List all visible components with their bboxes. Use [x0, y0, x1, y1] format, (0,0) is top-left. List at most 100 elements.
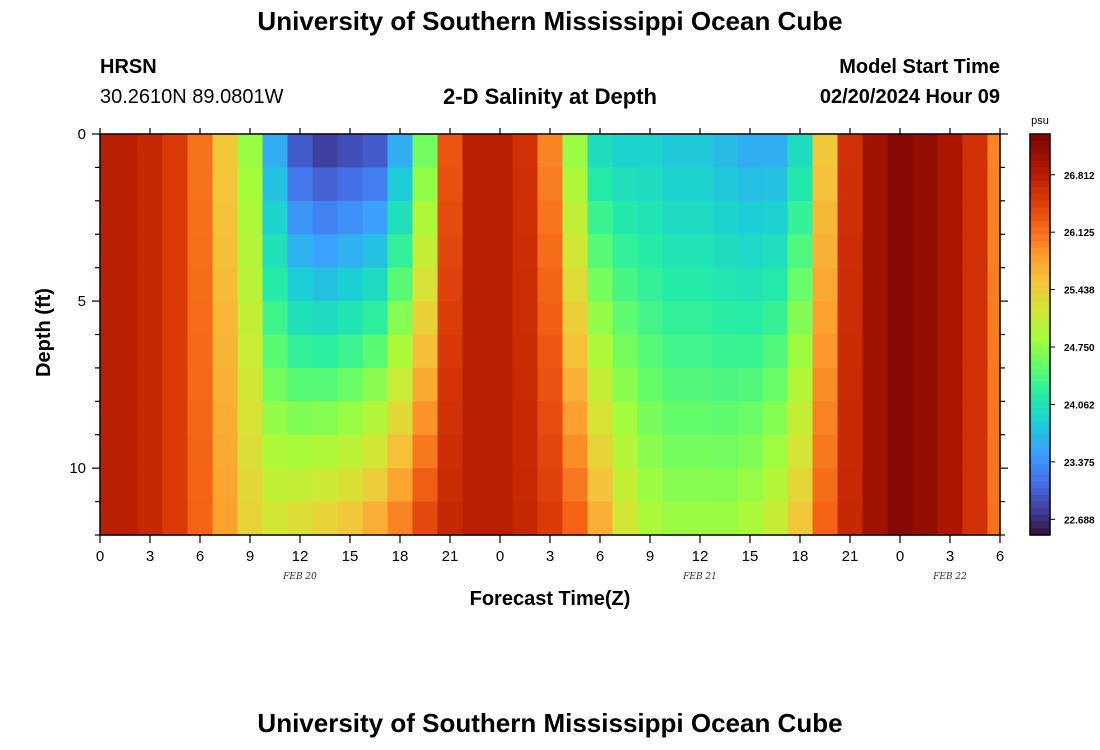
heatmap-cell [487, 501, 514, 536]
heatmap-cell [237, 301, 264, 336]
heatmap-cell [112, 200, 139, 235]
heatmap-cell [662, 267, 689, 302]
heatmap-cell [362, 434, 389, 469]
heatmap-cell [312, 401, 339, 436]
colorbar-segment [1030, 207, 1050, 215]
heatmap-cell [637, 367, 664, 402]
heatmap-cell [287, 267, 314, 302]
heatmap-cell [862, 401, 889, 436]
heatmap-cell [237, 167, 264, 202]
heatmap-cell [487, 434, 514, 469]
heatmap-cell [262, 301, 289, 336]
heatmap-cell [162, 501, 189, 536]
heatmap-cell [912, 200, 939, 235]
heatmap-cell [762, 334, 789, 369]
heatmap-cell [512, 401, 539, 436]
heatmap-cell [337, 200, 364, 235]
heatmap-cell [437, 401, 464, 436]
heatmap-cell [862, 134, 889, 169]
heatmap-cell [612, 434, 639, 469]
heatmap-cell [687, 134, 714, 169]
heatmap-cell [312, 301, 339, 336]
heatmap-cell [112, 401, 139, 436]
heatmap-cell [812, 134, 839, 169]
heatmap-cell [262, 468, 289, 503]
heatmap-cell [562, 367, 589, 402]
heatmap-cell [812, 234, 839, 269]
colorbar-segment [1030, 347, 1050, 356]
colorbar-segment [1030, 214, 1050, 222]
heatmap-cell [412, 367, 439, 402]
heatmap-cell [437, 434, 464, 469]
heatmap-cell [537, 267, 564, 302]
heatmap-cell [337, 401, 364, 436]
heatmap-cell [512, 301, 539, 336]
heatmap-cell [387, 167, 414, 202]
heatmap-cell [537, 134, 564, 169]
heatmap-cell [387, 401, 414, 436]
heatmap-cell [212, 167, 239, 202]
heatmap-cell [812, 501, 839, 536]
colorbar-segment [1030, 134, 1050, 142]
heatmap-cell [312, 367, 339, 402]
colorbar-tick-label: 26.125 [1064, 228, 1095, 239]
heatmap-cell [562, 334, 589, 369]
x-tick-label: 6 [996, 548, 1004, 565]
x-tick-label: 0 [496, 548, 504, 565]
heatmap-cell [962, 334, 989, 369]
heatmap-cell [312, 468, 339, 503]
heatmap-cell [912, 267, 939, 302]
heatmap-cell [937, 200, 964, 235]
heatmap-cell [887, 167, 914, 202]
heatmap-cell [812, 167, 839, 202]
heatmap-cell [112, 167, 139, 202]
heatmap-cell [687, 200, 714, 235]
heatmap-cell [187, 234, 214, 269]
heatmap-cell [537, 167, 564, 202]
heatmap-cell [487, 468, 514, 503]
heatmap-cell [637, 401, 664, 436]
colorbar-segment [1030, 528, 1050, 536]
heatmap-cell [362, 167, 389, 202]
colorbar-segment [1030, 514, 1050, 523]
heatmap-cell [837, 468, 864, 503]
heatmap-cell [337, 434, 364, 469]
heatmap-cell [612, 134, 639, 169]
heatmap-cell [537, 401, 564, 436]
x-tick-label: 12 [692, 548, 709, 565]
heatmap-cell [337, 501, 364, 536]
heatmap-cell [687, 367, 714, 402]
colorbar-segment [1030, 374, 1050, 382]
heatmap-cell [862, 234, 889, 269]
heatmap-cell [437, 501, 464, 536]
heatmap-cell [612, 401, 639, 436]
heatmap-cell [562, 167, 589, 202]
heatmap-cell [100, 468, 114, 503]
heatmap-cell [962, 434, 989, 469]
heatmap-cell [287, 334, 314, 369]
heatmap-cell [862, 301, 889, 336]
date-label: FEB 20 [282, 572, 317, 582]
heatmap-cell [387, 501, 414, 536]
heatmap-cell [462, 234, 489, 269]
heatmap-cell [862, 434, 889, 469]
heatmap-cell [962, 501, 989, 536]
heatmap-cell [887, 434, 914, 469]
heatmap-cell [737, 501, 764, 536]
page-title: University of Southern Mississippi Ocean… [257, 6, 843, 36]
heatmap-cell [912, 167, 939, 202]
heatmap-cell [337, 234, 364, 269]
heatmap-cell [337, 167, 364, 202]
heatmap-cell [787, 234, 814, 269]
heatmap-cell [987, 501, 1001, 536]
heatmap-cell [562, 267, 589, 302]
heatmap-cell [587, 200, 614, 235]
colorbar-segment [1030, 240, 1050, 249]
colorbar-segment [1030, 394, 1050, 402]
heatmap-cell [487, 334, 514, 369]
heatmap-cell [487, 134, 514, 169]
heatmap-cell [687, 401, 714, 436]
heatmap-cell [262, 401, 289, 436]
heatmap-cell [912, 234, 939, 269]
heatmap-cell [100, 200, 114, 235]
